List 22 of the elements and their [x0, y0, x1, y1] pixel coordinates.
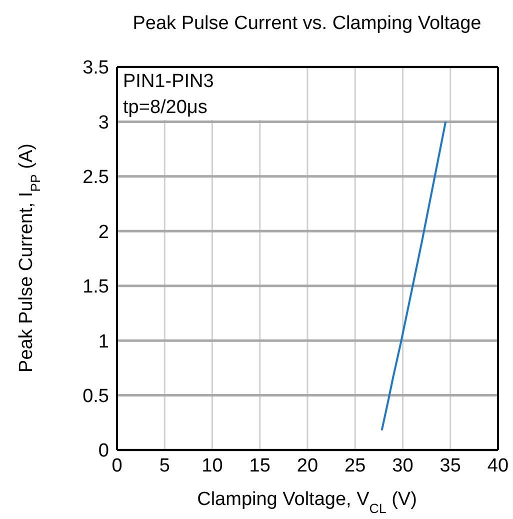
x-tick-label: 40 [487, 455, 509, 476]
y-tick-label: 0.5 [82, 386, 109, 408]
y-tick-label: 2 [98, 222, 109, 243]
x-tick-label: 0 [112, 455, 122, 476]
x-tick-label: 30 [392, 455, 414, 476]
x-tick-label: 15 [249, 455, 270, 476]
y-tick-label: 0 [98, 440, 109, 462]
annotation: PIN1-PIN3 [123, 70, 214, 94]
line-series [380, 120, 447, 432]
x-axis-title: Clamping Voltage, V$_{CL}$ (V) [197, 489, 417, 516]
y-tick-label: 1.5 [82, 276, 109, 298]
x-tick-label: 35 [440, 455, 461, 476]
y-tick-label: 2.5 [82, 167, 109, 188]
x-tick-label: 20 [296, 455, 318, 476]
y-tick-label: 3.5 [82, 58, 109, 79]
annotation: tp=8/20μs [123, 96, 208, 120]
x-tick-label: 10 [202, 455, 223, 476]
x-tick-label: 25 [344, 455, 366, 476]
y-tick-label: 3 [98, 112, 109, 134]
y-tick-label: 1 [98, 331, 109, 352]
chart-title: Peak Pulse Current vs. Clamping Voltage [132, 12, 482, 35]
x-tick-label: 5 [159, 455, 170, 476]
